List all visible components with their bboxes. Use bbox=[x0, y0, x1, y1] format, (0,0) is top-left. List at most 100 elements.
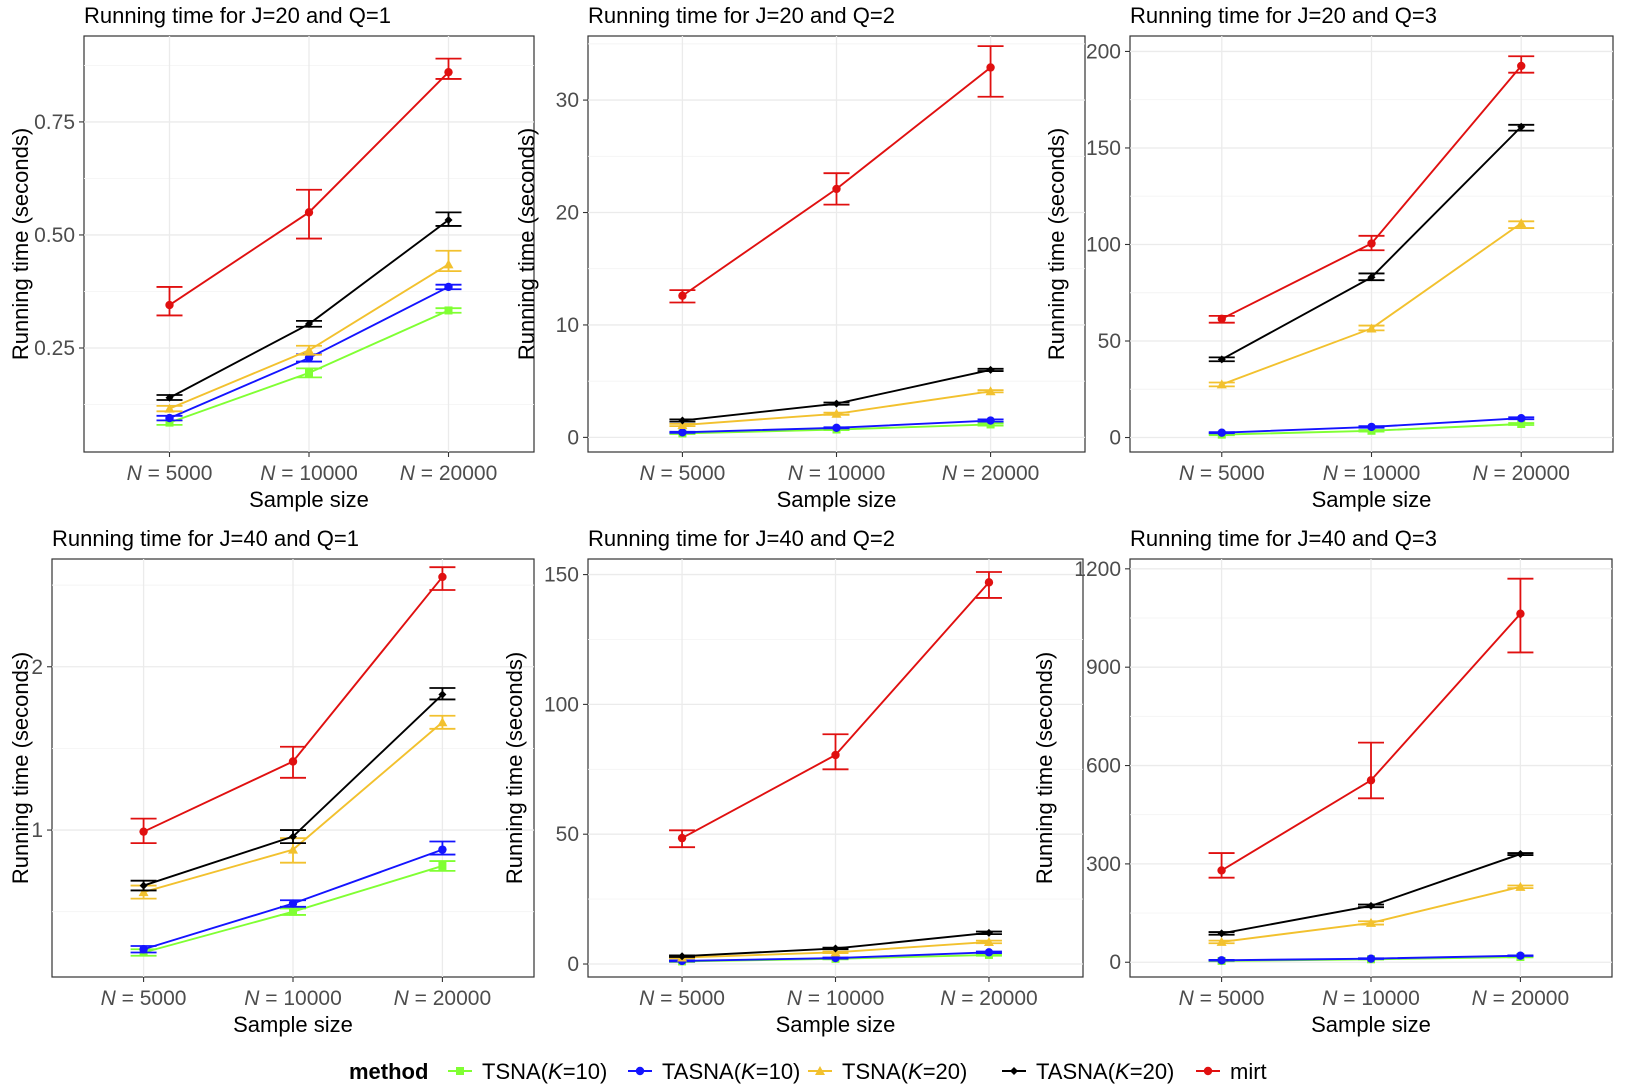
data-point bbox=[1367, 422, 1376, 432]
chart-title: Running time for J=20 and Q=3 bbox=[1130, 3, 1437, 28]
data-point bbox=[289, 832, 297, 841]
data-point bbox=[1216, 936, 1227, 946]
y-tick-label: 50 bbox=[556, 823, 579, 846]
x-axis-label: Sample size bbox=[1312, 487, 1432, 512]
x-axis-label: Sample size bbox=[249, 487, 369, 512]
data-point bbox=[437, 717, 448, 727]
data-point bbox=[164, 403, 175, 413]
y-tick-label: 0.50 bbox=[34, 224, 75, 247]
chart-panel-2: 0 10 20 30 N = 5000 N = 10000 N = 20000 Running… bbox=[514, 3, 1086, 512]
chart-panel-6: 0 300 600 900 1200 N = 5000 N = 10000 N = 20000… bbox=[1032, 526, 1613, 1037]
data-point bbox=[986, 365, 995, 374]
data-point bbox=[984, 578, 994, 587]
data-point bbox=[444, 67, 453, 77]
chart-title: Running time for J=20 and Q=1 bbox=[84, 3, 391, 28]
data-point bbox=[444, 306, 453, 315]
data-point bbox=[444, 216, 453, 225]
series-tasna-k-20 bbox=[130, 687, 456, 892]
data-point bbox=[138, 887, 149, 897]
chart-title: Running time for J=40 and Q=2 bbox=[588, 526, 895, 551]
x-tick-label: N = 10000 bbox=[1322, 987, 1420, 1010]
data-point bbox=[1516, 850, 1525, 859]
data-point bbox=[678, 416, 687, 425]
data-point bbox=[1515, 881, 1526, 891]
legend-item-tasna-k-10: TASNA(K=10) bbox=[628, 1059, 800, 1084]
data-point bbox=[305, 320, 313, 329]
legend-item-tsna-k-10: TSNA(K=10) bbox=[448, 1059, 607, 1084]
data-point bbox=[304, 208, 314, 217]
y-tick-label: 0 bbox=[567, 953, 579, 976]
series-mirt bbox=[156, 57, 462, 317]
data-point bbox=[1517, 61, 1526, 71]
legend-label: TASNA(K=10) bbox=[662, 1059, 800, 1084]
y-tick-label: 10 bbox=[556, 314, 579, 337]
series-tasna-k-10 bbox=[130, 840, 456, 954]
data-point bbox=[832, 184, 841, 194]
x-tick-label: N = 5000 bbox=[639, 987, 725, 1010]
data-point bbox=[438, 690, 447, 699]
data-point bbox=[1517, 414, 1526, 423]
data-point bbox=[288, 844, 298, 854]
series-mirt bbox=[1208, 577, 1534, 879]
data-point bbox=[139, 945, 148, 954]
data-point bbox=[678, 291, 687, 300]
y-axis-label: Running time (seconds) bbox=[1044, 128, 1069, 360]
data-point bbox=[1366, 323, 1377, 333]
chart-title: Running time for J=40 and Q=3 bbox=[1130, 526, 1437, 551]
data-point bbox=[139, 881, 148, 890]
series-tsna-k-20 bbox=[1208, 881, 1534, 946]
data-point bbox=[678, 428, 687, 437]
y-tick-label: 300 bbox=[1086, 853, 1121, 876]
legend-title: method bbox=[349, 1059, 428, 1084]
data-point bbox=[443, 259, 454, 269]
data-point bbox=[304, 353, 314, 363]
series-mirt bbox=[130, 566, 456, 845]
data-point bbox=[165, 393, 174, 402]
data-point bbox=[289, 907, 297, 916]
y-tick-label: 50 bbox=[1098, 330, 1121, 353]
x-tick-label: N = 10000 bbox=[788, 462, 886, 485]
data-point bbox=[1367, 273, 1376, 282]
x-tick-label: N = 5000 bbox=[1179, 987, 1265, 1010]
y-tick-label: 30 bbox=[556, 89, 579, 112]
data-point bbox=[984, 948, 994, 957]
x-tick-label: N = 10000 bbox=[1323, 462, 1421, 485]
legend-swatch-marker bbox=[456, 1067, 464, 1075]
legend-item-tsna-k-20: TSNA(K=20) bbox=[808, 1059, 967, 1084]
x-tick-label: N = 20000 bbox=[394, 987, 492, 1010]
data-point bbox=[1517, 122, 1526, 131]
y-tick-label: 100 bbox=[544, 693, 579, 716]
series-tasna-k-20 bbox=[156, 211, 462, 402]
data-point bbox=[165, 418, 174, 427]
y-tick-label: 0.75 bbox=[34, 111, 75, 134]
x-axis-label: Sample size bbox=[776, 1012, 896, 1037]
x-tick-label: N = 5000 bbox=[1179, 462, 1265, 485]
data-point bbox=[986, 63, 995, 72]
x-tick-label: N = 10000 bbox=[244, 987, 342, 1010]
legend-item-tasna-k-20: TASNA(K=20) bbox=[1002, 1059, 1174, 1084]
data-point bbox=[831, 408, 842, 418]
chart-panel-5: 0 50 100 150 N = 5000 N = 10000 N = 20000 Runni… bbox=[502, 526, 1084, 1037]
series-tasna-k-20 bbox=[1208, 122, 1535, 364]
x-axis-label: Sample size bbox=[1311, 1012, 1431, 1037]
series-tsna-k-20 bbox=[156, 249, 462, 413]
data-point bbox=[1366, 776, 1376, 785]
chart-panel-3: 0 50 100 150 200 N = 5000 N = 10000 N = 20000 Ru… bbox=[1044, 3, 1614, 512]
legend-label: TSNA(K=10) bbox=[482, 1059, 607, 1084]
legend: method TSNA(K=10) TASNA(K=10) TSNA(K=20) TA… bbox=[349, 1059, 1267, 1084]
data-point bbox=[831, 750, 840, 760]
chart-panel-4: 1 2 N = 5000 N = 10000 N = 20000 Running time… bbox=[8, 526, 535, 1037]
data-point bbox=[1217, 956, 1226, 965]
y-tick-label: 1200 bbox=[1074, 558, 1121, 581]
data-point bbox=[1366, 954, 1376, 963]
data-point bbox=[1367, 239, 1376, 248]
y-axis-label: Running time (seconds) bbox=[1032, 652, 1057, 884]
series-tasna-k-10 bbox=[669, 416, 1004, 437]
data-point bbox=[139, 827, 148, 836]
data-point bbox=[304, 345, 314, 355]
legend-label: TASNA(K=20) bbox=[1036, 1059, 1174, 1084]
data-point bbox=[984, 928, 993, 937]
data-point bbox=[305, 368, 313, 377]
y-tick-label: 20 bbox=[556, 202, 579, 225]
